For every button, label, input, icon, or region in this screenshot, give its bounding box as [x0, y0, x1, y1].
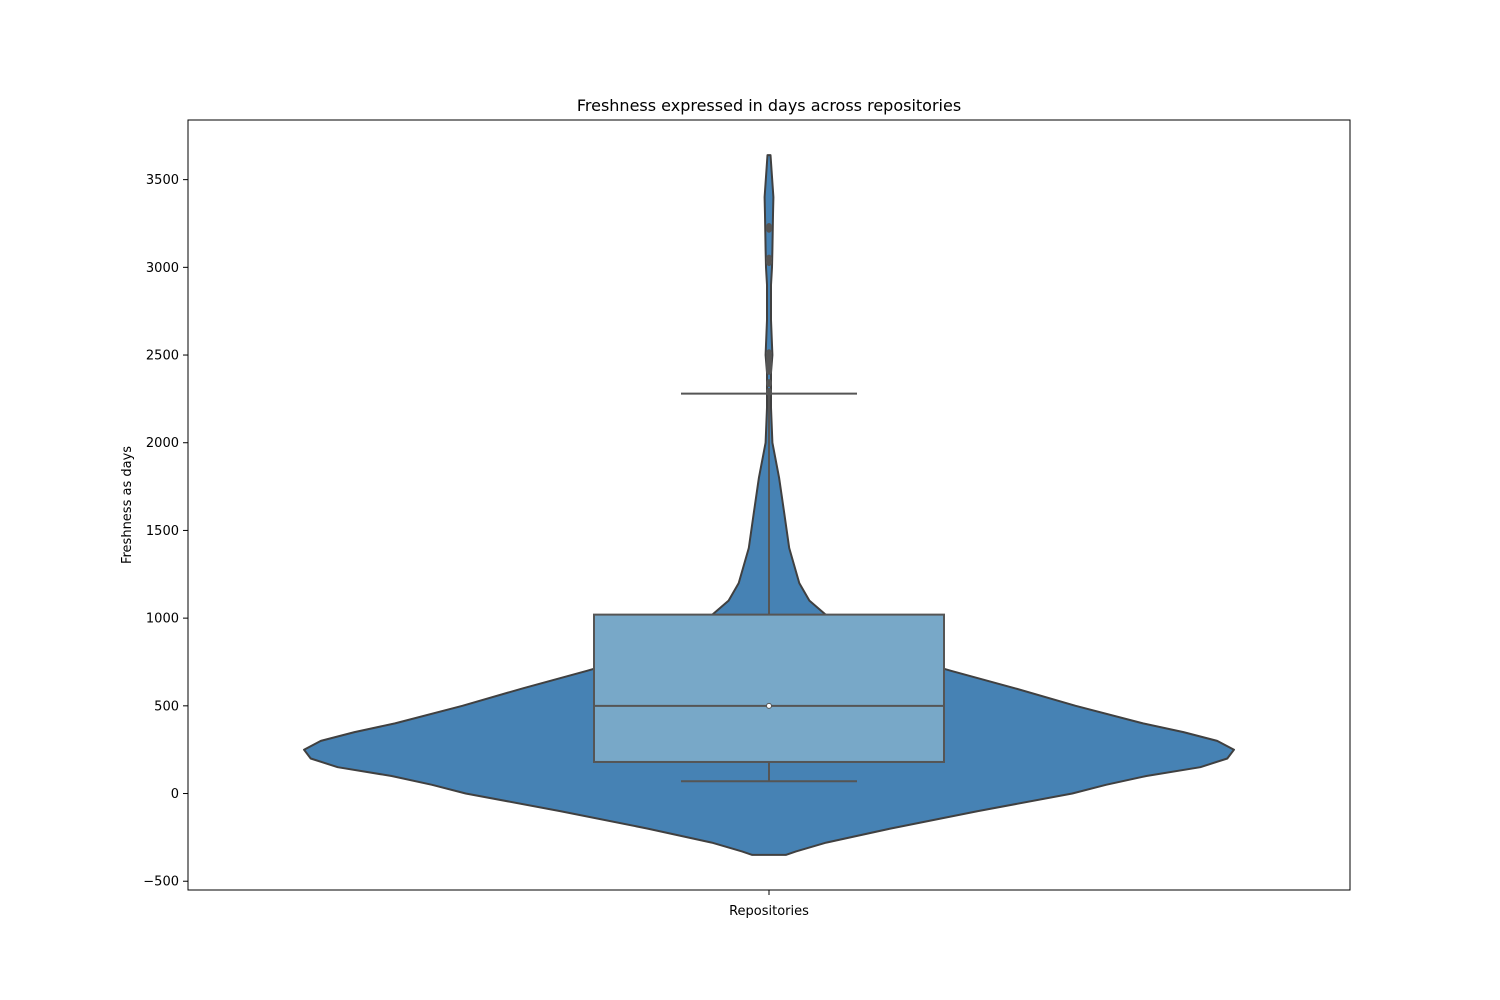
x-tick-label: Repositories — [729, 904, 809, 919]
y-tick-label: 2000 — [146, 436, 179, 451]
y-tick-label: 3000 — [146, 261, 179, 276]
box-plot — [593, 392, 945, 783]
y-tick-label: 1500 — [146, 524, 179, 539]
outlier-point — [766, 254, 772, 263]
median-marker — [766, 702, 772, 709]
x-axis: Repositories — [729, 890, 809, 919]
y-tick-label: 1000 — [146, 612, 179, 627]
chart-title: Freshness expressed in days across repos… — [577, 96, 961, 115]
outliers — [766, 222, 772, 396]
y-tick-label: 2500 — [146, 349, 179, 364]
y-tick-label: 3500 — [146, 173, 179, 188]
y-tick-label: 0 — [171, 787, 179, 802]
outlier-point — [766, 387, 772, 396]
outlier-point — [766, 379, 772, 388]
plot-area — [303, 154, 1235, 856]
y-axis: −500 0 500 1000 1500 2000 2500 3000 3500 — [143, 173, 188, 890]
interquartile-box — [593, 613, 945, 763]
outlier-point — [766, 349, 772, 358]
y-tick-label: 500 — [154, 699, 179, 714]
y-axis-label: Freshness as days — [120, 446, 135, 564]
y-tick-label: −500 — [143, 875, 179, 890]
outlier-point — [766, 222, 772, 231]
